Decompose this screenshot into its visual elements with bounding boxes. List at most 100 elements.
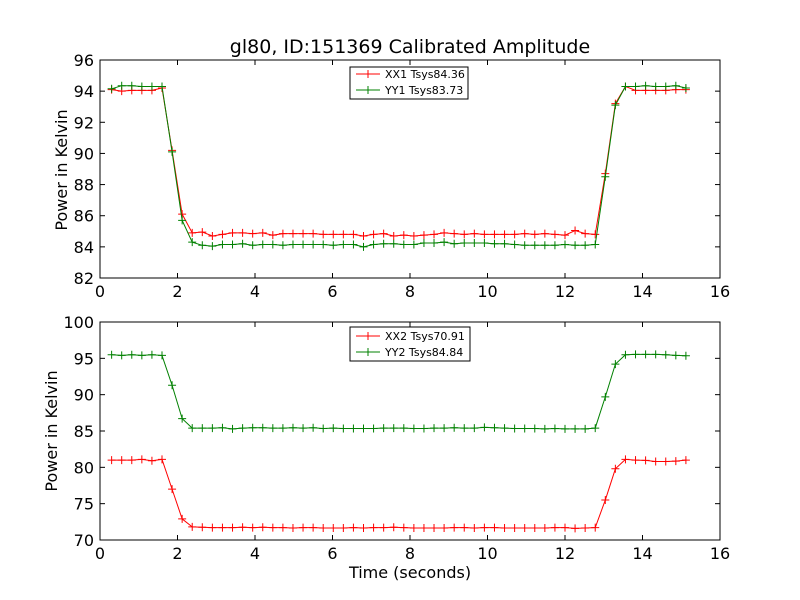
top-x-tick-label: 2 [172,282,182,301]
bottom-series-yy2-line [111,353,686,430]
top-y-axis-label: Power in Kelvin [52,109,71,230]
bottom-series-xx2-point [470,524,479,533]
bottom-x-tick-label: 0 [95,544,105,563]
bottom-series-xx2-point [288,524,297,533]
top-series-yy1-point [591,240,600,249]
bottom-series-yy2-point [430,424,439,433]
top-series-yy1-point [540,241,549,250]
top-ticks: 0 2 4 6 8 10 12 14 16 82 84 86 88 90 92 94 96 [74,51,731,301]
top-x-tick-label: 14 [632,282,652,301]
bottom-series-xx2-point [339,524,348,533]
top-series-yy1-point [550,241,559,250]
top-x-tick-label: 4 [250,282,260,301]
bottom-series-xx2-point [591,523,600,532]
top-series-xx1-point [309,229,318,238]
top-series-xx1-point [288,229,297,238]
bottom-series-xx2-point [490,523,499,532]
bottom-series-yy2-point [681,351,690,360]
bottom-series-xx2-point [409,524,418,533]
top-series-yy1-point [268,240,277,249]
top-x-tick-label: 12 [555,282,575,301]
bottom-series-yy2-point [440,424,449,433]
top-series-yy1-point [409,240,418,249]
x-axis-label: Time (seconds) [348,563,471,582]
bottom-legend-yy2-label: YY2 Tsys84.84 [384,346,463,359]
bottom-x-tick-label: 2 [172,544,182,563]
top-series-yy1-point [460,238,469,247]
top-series-yy1-point [198,241,207,250]
top-series-xx1-point [319,230,328,239]
bottom-series-xx2-point [540,524,549,533]
top-series-yy1-point [288,240,297,249]
bottom-series-yy2-point [288,423,297,432]
top-legend: XX1 Tsys84.36 YY1 Tsys83.73 [349,66,469,100]
bottom-series-yy2-point [601,392,610,401]
top-series-yy1-point [158,82,166,91]
bottom-series-yy2-point [208,424,217,433]
bottom-series-yy2-point [168,381,177,390]
top-series-yy1-point [117,81,126,90]
bottom-series-xx2-point [520,524,529,533]
bottom-series-xx2-point [651,457,660,466]
bottom-series-xx2-point [460,523,469,532]
top-series-yy1-point [339,240,348,249]
top-series-yy1-point [500,239,509,248]
bottom-series-xx2-point [550,523,559,532]
bottom-legend-box [349,326,471,362]
bottom-series-xx2-point [681,456,690,465]
bottom-series-yy2-point [460,424,469,433]
bottom-series-xx2-point [621,455,630,464]
bottom-series-xx2-point [611,464,620,473]
bottom-series-yy2-point [389,424,398,433]
top-x-tick-label: 10 [477,282,497,301]
bottom-series-xx2-point [661,457,670,466]
top-series-xx1-point [510,230,519,239]
bottom-series-yy2-point [641,350,650,359]
top-series-xx1-point [299,229,308,238]
top-series-xx1-point [440,228,449,237]
top-series-xx1-point [268,231,277,240]
bottom-series-yy2-point [520,424,529,433]
bottom-series-yy2-point [500,424,509,433]
bottom-series-xx2-point [631,456,640,465]
bottom-series-yy2-point [258,423,267,432]
bottom-series-yy2-point [107,350,116,359]
bottom-series-yy2-point [117,351,126,360]
bottom-series-xx2-point [168,485,177,494]
top-series-yy1-point [621,82,630,91]
top-y-tick-label: 96 [74,51,94,70]
bottom-series-yy2-point [651,350,660,359]
bottom-series-xx2-point [399,523,408,532]
top-series-yy1-point [631,82,640,91]
top-series-yy1-point [389,239,398,248]
top-series-yy1-point [480,238,489,247]
top-series-yy1-point [178,216,187,225]
top-series-xx1-point [530,230,539,239]
bottom-series-yy2-point [450,423,459,432]
top-series-xx1-point [419,231,428,240]
bottom-legend-xx2-marker [364,332,372,340]
top-series-yy1-point [661,82,670,91]
top-legend-yy1-label: YY1 Tsys83.73 [384,84,463,97]
top-series-xx1-point [460,230,469,239]
bottom-y-tick-label: 90 [74,386,94,405]
bottom-series-xx2-point [188,522,197,531]
bottom-series-xx2-point [127,456,136,465]
top-series-xx1-point [228,228,237,237]
top-series-yy1-point [127,81,136,90]
top-series-yy1-point [430,238,439,247]
top-series-yy1-point [168,147,177,156]
top-series-yy1-point [329,241,338,250]
top-series-yy1-point [561,240,569,249]
top-series-yy1-point [611,101,620,110]
top-series-yy1-point [601,172,610,181]
bottom-series-yy2-point [540,424,549,433]
top-x-tick-label: 0 [95,282,105,301]
top-series-xx1-point [258,228,267,237]
bottom-series-yy2-point [510,424,519,433]
bottom-series-xx2-point [389,523,398,532]
bottom-ticks: 0 2 4 6 8 10 12 14 16 70 75 80 85 90 95 100 [63,313,730,563]
top-series-xx1-point [198,228,207,237]
bottom-y-tick-label: 85 [74,422,94,441]
top-series-yy1-point [349,240,358,249]
